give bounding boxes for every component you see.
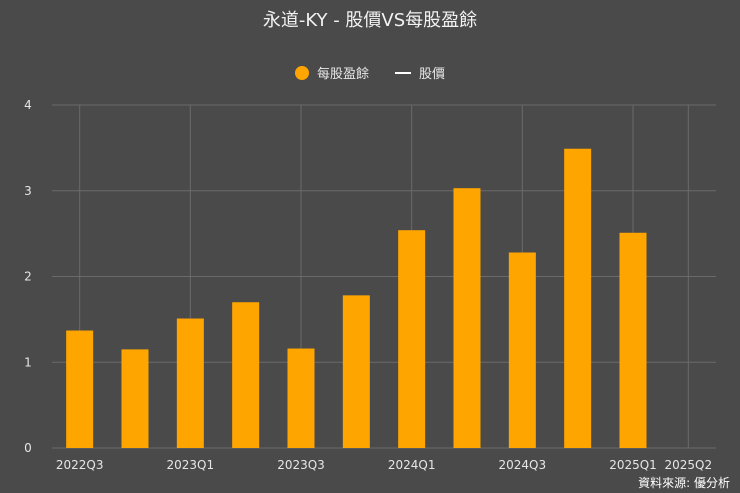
bar-eps xyxy=(66,330,94,448)
legend-price-marker xyxy=(395,71,411,74)
y-tick-label: 1 xyxy=(24,355,32,369)
legend-item-eps[interactable]: 每股盈餘 xyxy=(294,63,369,82)
bar-eps xyxy=(287,348,315,448)
y-tick-label: 2 xyxy=(24,270,32,284)
y-tick-label: 4 xyxy=(24,98,32,112)
x-tick-label: 2024Q3 xyxy=(499,458,547,472)
bar-eps xyxy=(398,230,426,448)
chart-title: 永道-KY - 股價VS每股盈餘 xyxy=(262,10,478,31)
x-tick-label: 2025Q1 xyxy=(609,458,657,472)
bar-eps xyxy=(342,295,370,448)
x-tick-label: 2024Q1 xyxy=(388,458,436,472)
x-tick-label: 2022Q3 xyxy=(56,458,104,472)
y-tick-label: 3 xyxy=(24,184,32,198)
source-note: 資料來源: 優分析 xyxy=(638,476,730,490)
x-tick-label: 2023Q1 xyxy=(167,458,215,472)
bar-eps xyxy=(508,252,536,448)
x-tick-label: 2025Q2 xyxy=(665,458,713,472)
bar-eps xyxy=(232,302,260,448)
bar-eps xyxy=(564,148,592,449)
legend-item-price[interactable]: 股價 xyxy=(395,63,445,82)
bar-eps xyxy=(176,318,204,448)
legend-eps-label: 每股盈餘 xyxy=(316,67,369,82)
bar-eps xyxy=(453,188,481,449)
y-tick-label: 0 xyxy=(24,441,32,455)
bar-eps xyxy=(121,349,149,448)
bar-eps xyxy=(619,232,647,448)
legend-price-label: 股價 xyxy=(419,67,446,82)
x-tick-label: 2023Q3 xyxy=(277,458,325,472)
legend-eps-marker xyxy=(294,65,309,80)
legend: 每股盈餘 股價 xyxy=(0,63,740,82)
